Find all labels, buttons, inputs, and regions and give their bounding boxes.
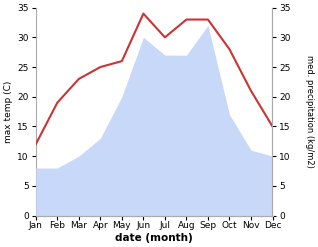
Y-axis label: max temp (C): max temp (C) <box>4 80 13 143</box>
Y-axis label: med. precipitation (kg/m2): med. precipitation (kg/m2) <box>305 55 314 168</box>
X-axis label: date (month): date (month) <box>115 233 193 243</box>
